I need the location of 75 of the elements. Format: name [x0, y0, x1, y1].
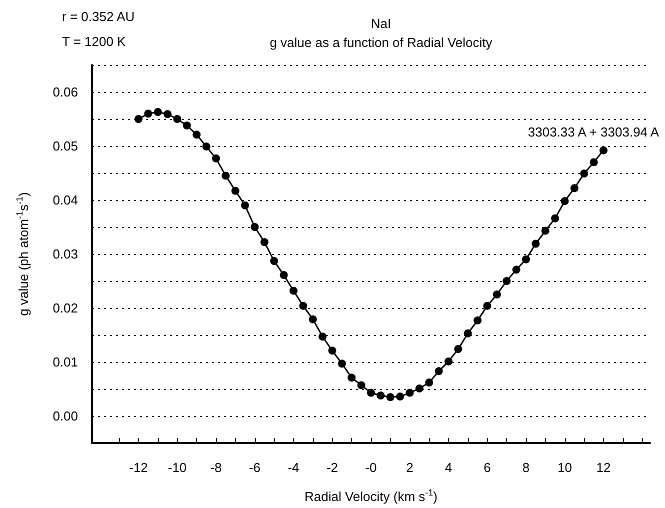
x-tick-label: -6 [248, 460, 261, 475]
x-tick-label: -10 [168, 460, 187, 475]
x-tick-label: -4 [288, 460, 300, 475]
point [551, 214, 560, 222]
point [154, 108, 162, 116]
x-tick-label: -0 [365, 460, 377, 475]
point [250, 223, 259, 231]
x-tick-label: 4 [444, 460, 452, 475]
point [270, 257, 278, 266]
point [376, 391, 385, 400]
point [502, 277, 511, 285]
point [260, 238, 268, 246]
point [580, 170, 588, 178]
point [328, 346, 336, 355]
point [348, 374, 356, 382]
y-axis-title: g value (ph atom-1s-1) [14, 192, 31, 316]
point [367, 388, 375, 397]
point [425, 378, 434, 387]
point [492, 290, 501, 298]
point [280, 271, 288, 280]
point [290, 286, 298, 295]
point [600, 146, 608, 154]
chart-subtitle: g value as a function of Radial Velocity [270, 35, 493, 50]
x-tick-label: 10 [558, 460, 572, 475]
point [590, 158, 598, 166]
point [357, 381, 366, 390]
point [134, 115, 142, 123]
text: T = 1200 K [62, 34, 126, 49]
point [560, 197, 569, 206]
x-tick-label: 2 [406, 460, 414, 475]
point [144, 110, 152, 118]
point [212, 154, 220, 162]
point [532, 240, 540, 248]
point [483, 302, 492, 310]
point [522, 255, 530, 264]
point [454, 345, 462, 354]
point [474, 316, 482, 324]
point [164, 110, 172, 118]
point [231, 186, 240, 195]
y-tick-label: 0.04 [52, 192, 78, 208]
y-tick-label: 0.03 [52, 246, 78, 262]
x-tick-label: 12 [596, 460, 611, 475]
chart-title: NaI [370, 16, 392, 31]
point [318, 332, 327, 341]
point [444, 357, 452, 366]
point [192, 130, 201, 139]
point [434, 367, 443, 376]
point [241, 201, 250, 210]
y-tick-label: 0.06 [52, 84, 78, 100]
text: r = 0.352 AU [62, 9, 135, 24]
y-tick-label: 0.02 [52, 300, 78, 316]
point [396, 392, 404, 401]
y-tick-label: 0.01 [52, 354, 78, 370]
point [308, 315, 317, 324]
point [512, 266, 520, 274]
x-tick-label: -2 [326, 460, 338, 475]
point [173, 115, 182, 123]
x-tick-label: 6 [484, 460, 491, 475]
x-tick-label: -12 [129, 460, 148, 475]
x-tick-label: 8 [522, 460, 530, 475]
point [406, 388, 414, 397]
point [222, 172, 230, 180]
point [541, 226, 550, 235]
point [570, 184, 578, 192]
point [299, 302, 308, 310]
point [182, 121, 191, 130]
point [338, 360, 346, 368]
point [415, 384, 424, 392]
y-tick-label: 0.05 [52, 138, 78, 154]
point [386, 393, 394, 402]
x-tick-label: -8 [210, 460, 222, 475]
y-tick-label: 0.00 [52, 408, 78, 424]
point [464, 329, 472, 338]
series-label: 3303.33 A + 3303.94 A [528, 124, 660, 140]
point [202, 142, 210, 151]
